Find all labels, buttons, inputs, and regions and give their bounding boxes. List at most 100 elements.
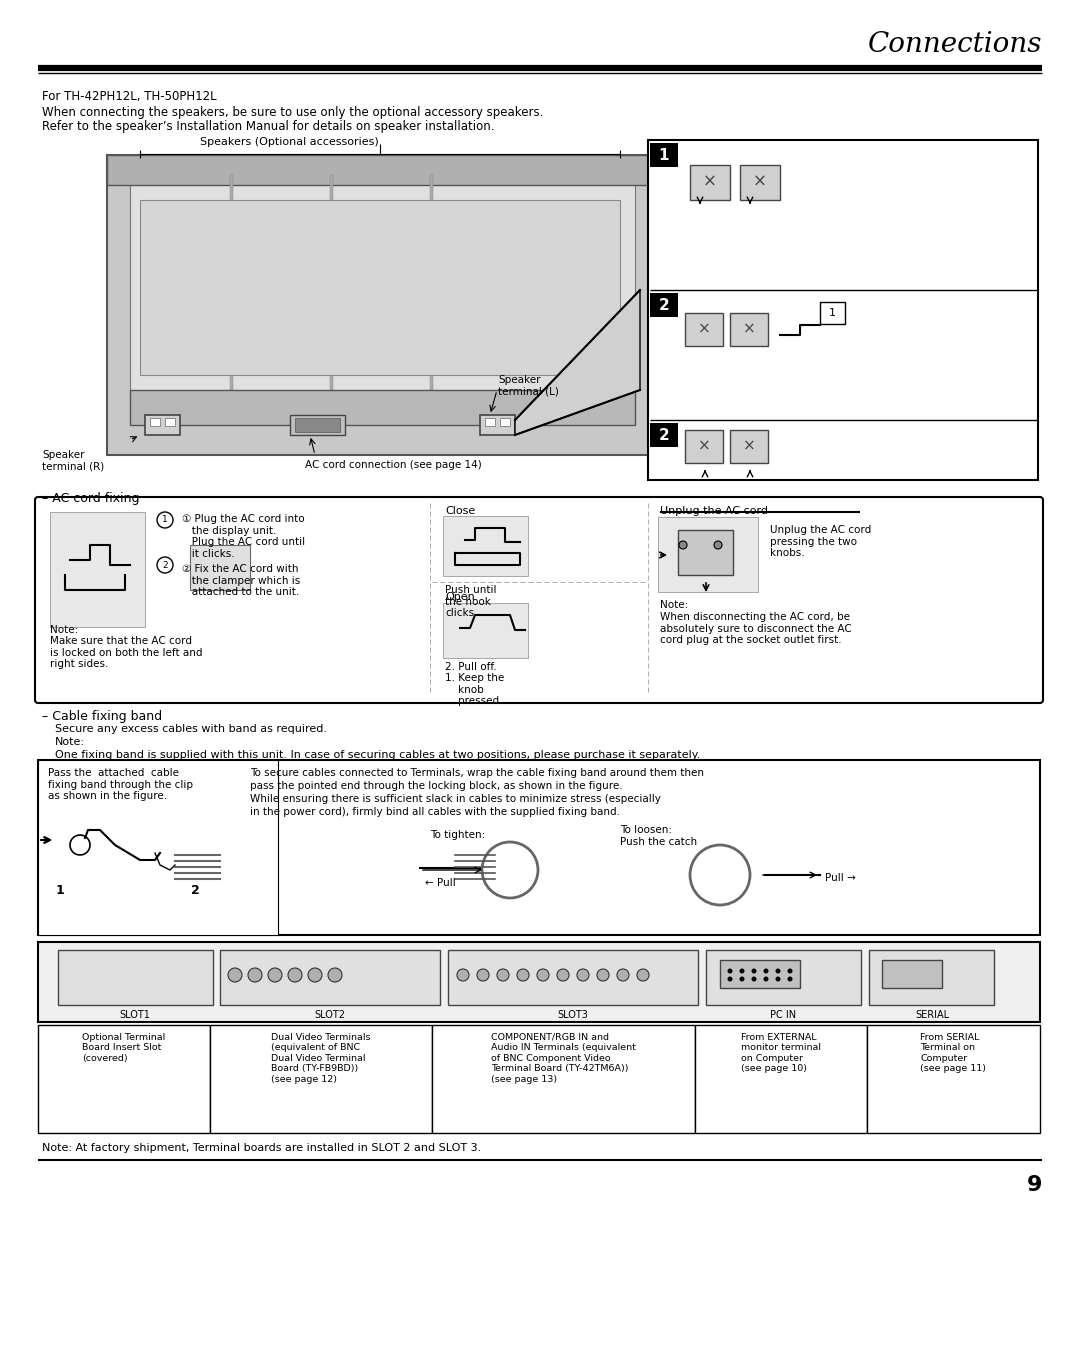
Text: Secure any excess cables with band as required.: Secure any excess cables with band as re… [55, 724, 327, 733]
Circle shape [248, 967, 262, 982]
Bar [648, 139, 1038, 480]
Bar [432, 1026, 696, 1132]
Text: Make sure that the AC cord
is locked on both the left and
right sides.: Make sure that the AC cord is locked on … [50, 636, 203, 670]
Bar [650, 143, 678, 166]
Bar [696, 1026, 867, 1132]
Text: Speaker
terminal (R): Speaker terminal (R) [42, 451, 105, 472]
Text: Note:: Note: [660, 599, 688, 610]
Text: SLOT1: SLOT1 [120, 1009, 150, 1020]
Text: ×: × [698, 438, 711, 453]
Bar [443, 603, 528, 658]
Bar [882, 961, 942, 988]
Text: Unplug the AC cord: Unplug the AC cord [660, 506, 768, 515]
Text: 1. Keep the
    knob
    pressed.: 1. Keep the knob pressed. [445, 672, 504, 706]
Text: Push until
the hook
clicks.: Push until the hook clicks. [445, 584, 497, 618]
Text: Optional Terminal
Board Insert Slot
(covered): Optional Terminal Board Insert Slot (cov… [82, 1032, 165, 1063]
Bar [38, 760, 278, 935]
Bar [230, 175, 233, 390]
Text: 9: 9 [1027, 1174, 1042, 1195]
Text: Dual Video Terminals
(equivalent of BNC
Dual Video Terminal
Board (TY-FB9BD))
(s: Dual Video Terminals (equivalent of BNC … [271, 1032, 370, 1084]
Text: Connections: Connections [867, 31, 1042, 58]
Bar [190, 545, 249, 590]
Text: Push the catch: Push the catch [620, 838, 697, 847]
Text: Unplug the AC cord
pressing the two
knobs.: Unplug the AC cord pressing the two knob… [770, 525, 872, 559]
Bar [658, 517, 758, 593]
Bar [130, 390, 635, 425]
Text: – AC cord fixing: – AC cord fixing [42, 492, 139, 505]
Text: ×: × [743, 322, 755, 337]
Circle shape [228, 967, 242, 982]
Text: Speakers (Optional accessories): Speakers (Optional accessories) [200, 137, 379, 147]
Text: From SERIAL
Terminal on
Computer
(see page 11): From SERIAL Terminal on Computer (see pa… [920, 1032, 986, 1073]
Circle shape [728, 969, 732, 974]
Text: 1: 1 [162, 515, 167, 525]
Circle shape [714, 541, 723, 549]
Circle shape [288, 967, 302, 982]
Circle shape [537, 969, 549, 981]
Text: 2: 2 [191, 884, 200, 897]
Polygon shape [515, 290, 640, 436]
Text: – Cable fixing band: – Cable fixing band [42, 710, 162, 723]
Bar [210, 1026, 432, 1132]
Bar [220, 950, 440, 1005]
Text: Note: At factory shipment, Terminal boards are installed in SLOT 2 and SLOT 3.: Note: At factory shipment, Terminal boar… [42, 1143, 482, 1153]
Circle shape [328, 967, 342, 982]
Circle shape [764, 977, 769, 981]
Circle shape [497, 969, 509, 981]
Text: ② Fix the AC cord with
   the clamper which is
   attached to the unit.: ② Fix the AC cord with the clamper which… [183, 564, 300, 597]
Circle shape [787, 969, 793, 974]
Circle shape [308, 967, 322, 982]
Circle shape [157, 511, 173, 528]
Text: ×: × [743, 438, 755, 453]
Text: ① Plug the AC cord into
   the display unit.
   Plug the AC cord until
   it cli: ① Plug the AC cord into the display unit… [183, 514, 306, 559]
Circle shape [268, 967, 282, 982]
Text: 1: 1 [659, 147, 670, 162]
Text: SLOT2: SLOT2 [314, 1009, 346, 1020]
Bar [500, 418, 510, 426]
Text: AC cord connection (see page 14): AC cord connection (see page 14) [305, 460, 482, 469]
Bar [145, 415, 180, 436]
Text: Note:: Note: [55, 737, 85, 747]
Text: Pass the  attached  cable
fixing band through the clip
as shown in the figure.: Pass the attached cable fixing band thro… [48, 769, 193, 801]
Bar [330, 175, 333, 390]
Text: in the power cord), firmly bind all cables with the supplied fixing band.: in the power cord), firmly bind all cabl… [249, 806, 620, 817]
Circle shape [597, 969, 609, 981]
Bar [443, 515, 528, 576]
Bar [740, 165, 780, 200]
Text: SERIAL: SERIAL [915, 1009, 949, 1020]
Bar [38, 1026, 210, 1132]
Circle shape [577, 969, 589, 981]
Text: One fixing band is supplied with this unit. In case of securing cables at two po: One fixing band is supplied with this un… [55, 750, 700, 760]
Circle shape [787, 977, 793, 981]
Circle shape [752, 977, 756, 981]
Text: 2: 2 [162, 560, 167, 570]
Text: Note:: Note: [50, 625, 78, 635]
Circle shape [557, 969, 569, 981]
Circle shape [477, 969, 489, 981]
Text: pass the pointed end through the locking block, as shown in the figure.: pass the pointed end through the locking… [249, 781, 623, 792]
Bar [38, 942, 1040, 1022]
Bar [720, 961, 800, 988]
Text: To tighten:: To tighten: [430, 829, 485, 840]
FancyBboxPatch shape [35, 497, 1043, 704]
Circle shape [637, 969, 649, 981]
Circle shape [775, 977, 781, 981]
Bar [869, 950, 994, 1005]
Bar [820, 302, 845, 323]
Bar [678, 530, 733, 575]
Bar [867, 1026, 1040, 1132]
Bar [730, 430, 768, 463]
Text: Speaker
terminal (L): Speaker terminal (L) [498, 375, 558, 396]
Text: PC IN: PC IN [770, 1009, 796, 1020]
Bar [650, 294, 678, 317]
Circle shape [764, 969, 769, 974]
Bar [295, 418, 340, 432]
Bar [107, 156, 654, 185]
Text: 2. Pull off.: 2. Pull off. [445, 662, 497, 672]
Circle shape [517, 969, 529, 981]
Circle shape [752, 969, 756, 974]
Text: From EXTERNAL
monitor terminal
on Computer
(see page 10): From EXTERNAL monitor terminal on Comput… [741, 1032, 821, 1073]
Bar [448, 950, 698, 1005]
Text: SLOT3: SLOT3 [557, 1009, 589, 1020]
Text: To loosen:: To loosen: [620, 825, 672, 835]
